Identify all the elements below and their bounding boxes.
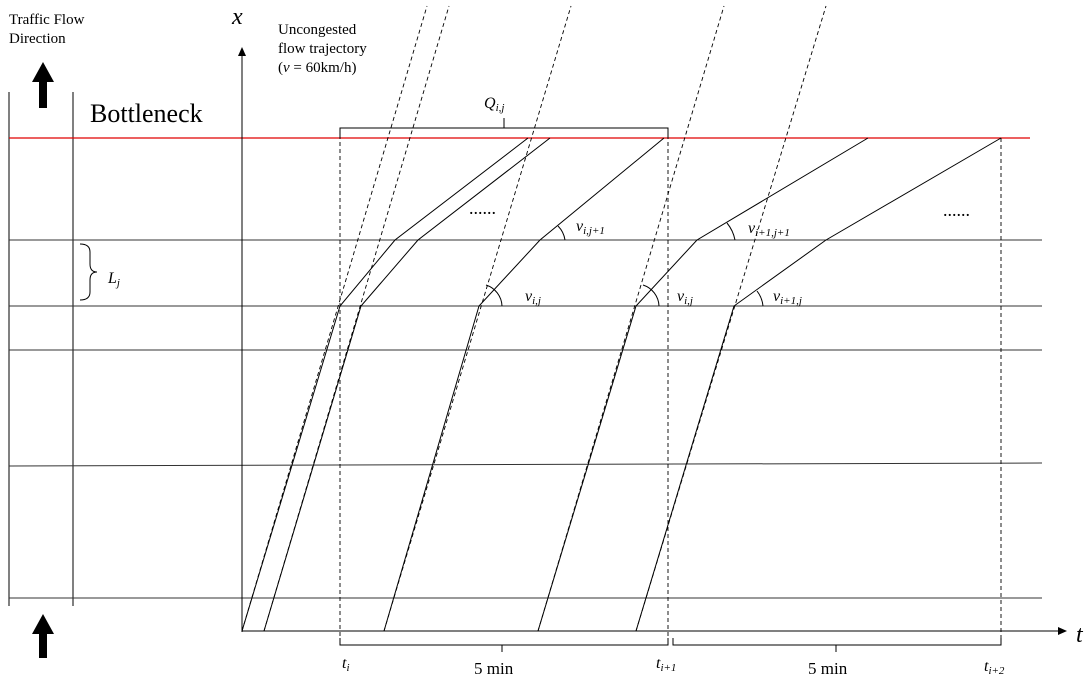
time-label-ti2: ti+2: [984, 658, 1005, 677]
uncongested-line-1: Uncongested: [278, 22, 357, 38]
vehicle-trajectory-2: [263, 137, 551, 632]
uncongested-line-2: flow trajectory: [278, 41, 367, 57]
uncongested-trajectory-3: [383, 5, 572, 632]
time-label-ti: ti: [342, 655, 350, 674]
vehicle-trajectory-5: [635, 137, 1002, 632]
angle-arc-vij-2: [642, 284, 660, 307]
time-label-ti1: ti+1: [656, 655, 676, 674]
vehicle-trajectory-1: [241, 137, 529, 632]
q-label: Qi,j: [484, 95, 504, 114]
angle-arc-vij1: [557, 225, 566, 241]
direction-arrow-bottom-icon: [32, 614, 54, 658]
interval-bracket-2: [672, 638, 1002, 652]
direction-line-1: Traffic Flow: [9, 12, 85, 28]
direction-line-2: Direction: [9, 31, 66, 47]
angle-arc-vi1j: [756, 290, 764, 307]
speed-label-vij-1: vi,j: [525, 288, 541, 307]
l-label: Lj: [107, 270, 120, 289]
bottleneck-label: Bottleneck: [90, 99, 203, 128]
uncongested-trajectory-1: [241, 5, 428, 632]
interval-label-1: 5 min: [474, 659, 514, 678]
dots-left: ......: [469, 198, 496, 218]
dots-right: ......: [943, 200, 970, 220]
x-axis-label: x: [231, 4, 243, 30]
speed-label-vij1: vi,j+1: [576, 218, 605, 237]
interval-bracket-1: [339, 638, 669, 652]
angle-arc-vi1j1: [726, 222, 736, 241]
uncongested-label: Uncongested flow trajectory: [278, 22, 367, 57]
traffic-flow-direction-label: Traffic Flow Direction: [9, 12, 88, 47]
l-bracket: [79, 243, 98, 301]
uncongested-speed-label: (v = 60km/h): [278, 60, 356, 76]
vehicle-trajectory-4: [537, 137, 869, 632]
interval-label-2: 5 min: [808, 659, 848, 678]
vehicle-trajectory-3: [383, 137, 665, 632]
t-axis-label: t: [1076, 622, 1084, 648]
speed-label-vi1j1: vi+1,j+1: [748, 220, 790, 239]
q-bracket: [339, 118, 669, 138]
speed-label-vi1j: vi+1,j: [773, 288, 802, 307]
direction-arrow-top-icon: [32, 62, 54, 108]
segment-line-4: [8, 462, 1043, 467]
angle-arc-vij-1: [485, 284, 503, 307]
speed-label-vij-2: vi,j: [677, 288, 693, 307]
